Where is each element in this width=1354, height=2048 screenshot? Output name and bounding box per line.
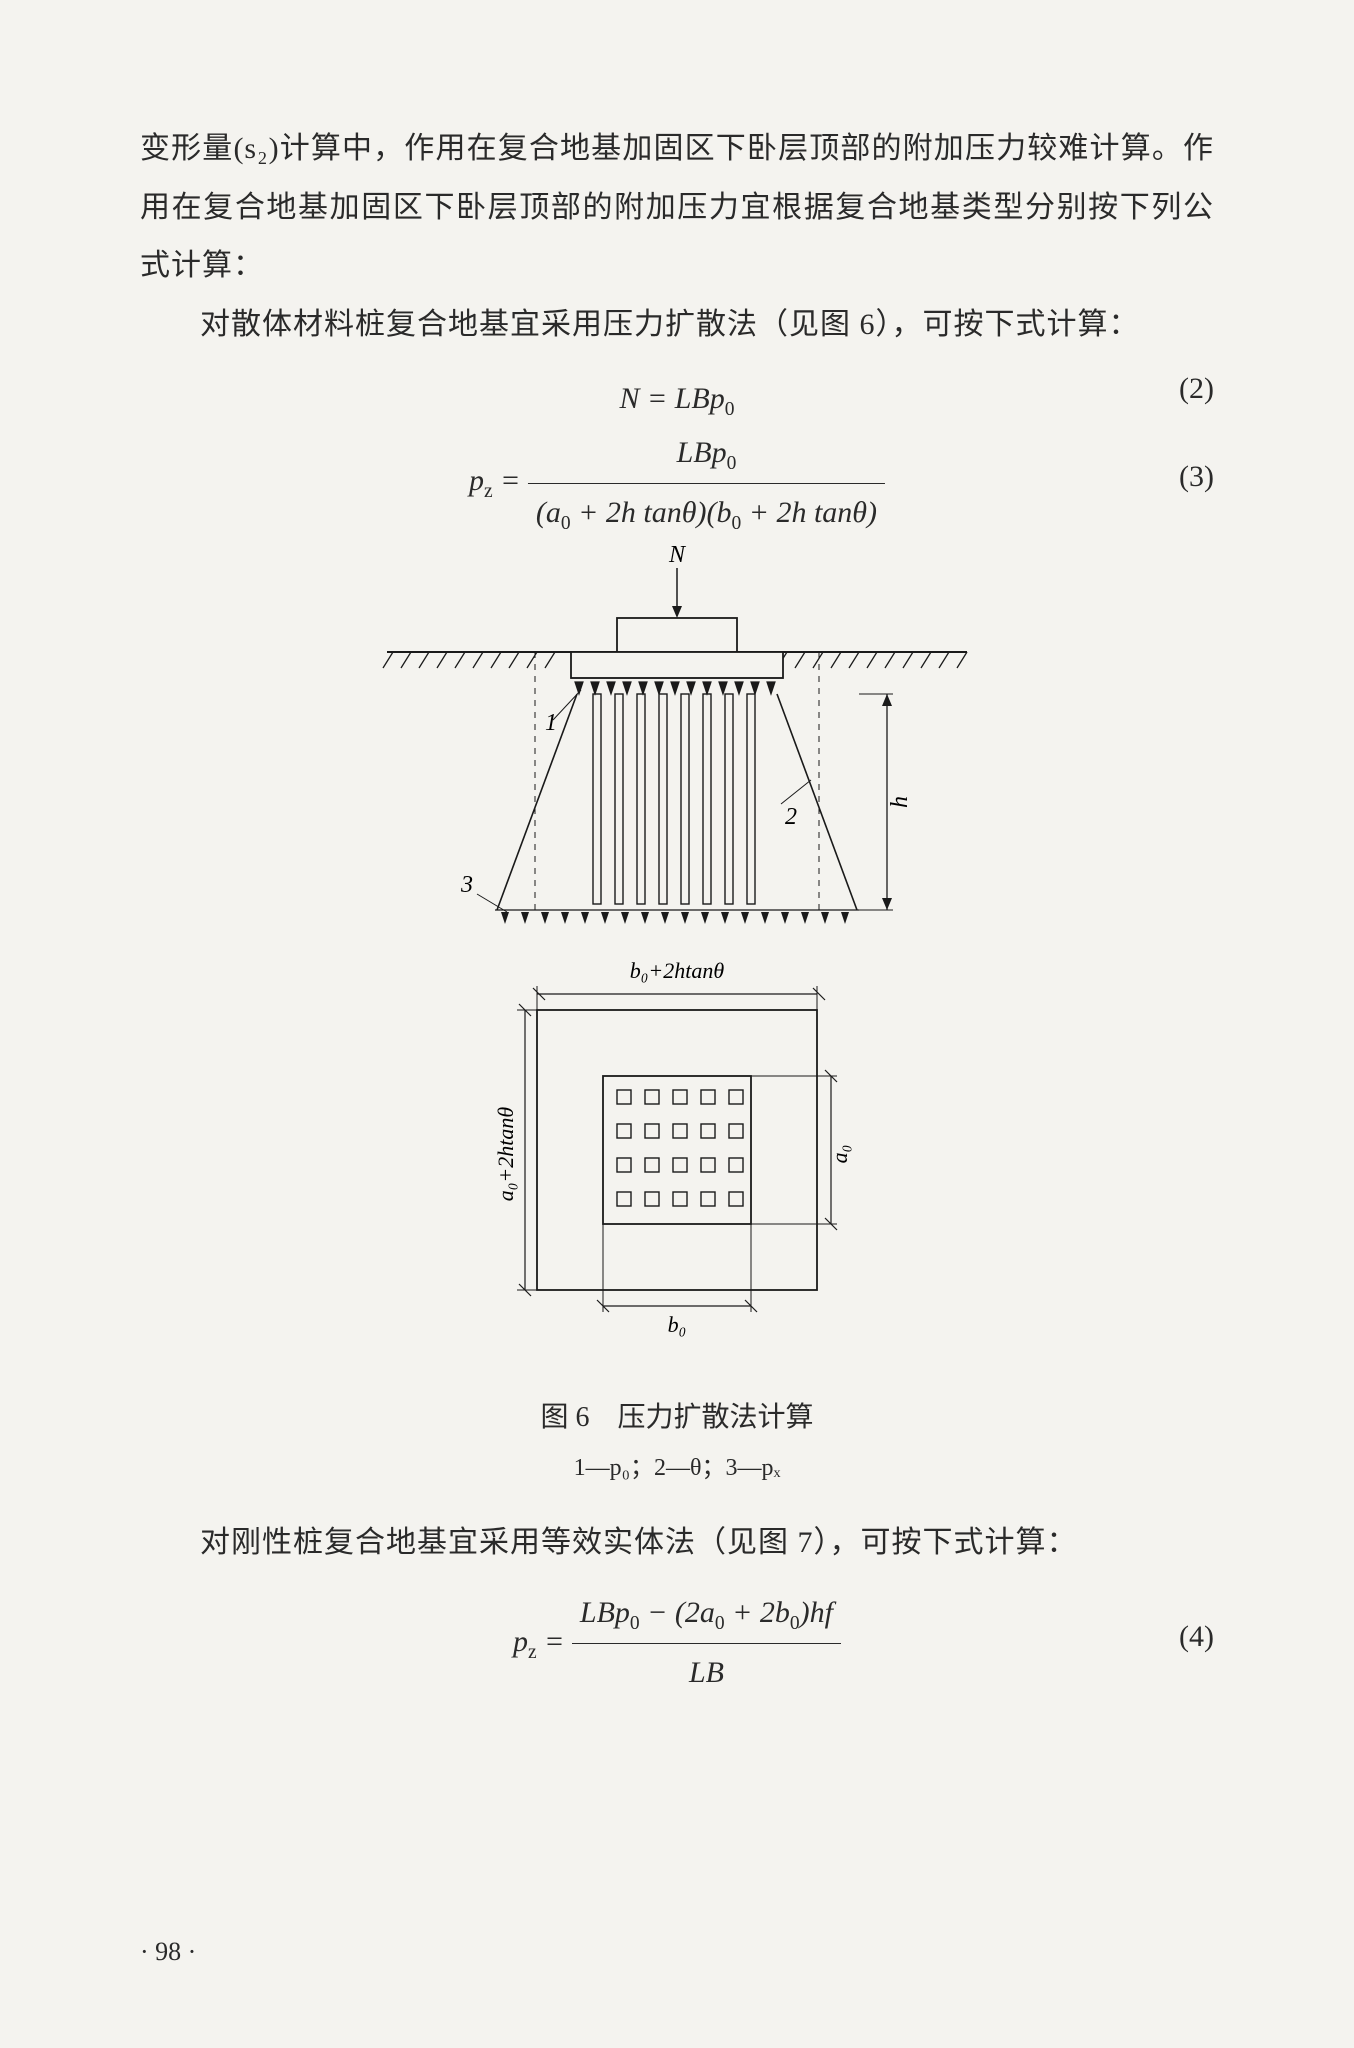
piles — [593, 694, 755, 904]
pile-grid — [617, 1090, 743, 1206]
figure-6-plan: b₀+2htanθ — [493, 958, 852, 1337]
equation-number-4: (4) — [1179, 1608, 1214, 1667]
callout-3: 3 — [460, 872, 473, 898]
equation-2: N = LBp0 (2) — [140, 360, 1214, 414]
figure-6-subcaption: 1—p₀；2—θ；3—pₓ — [140, 1445, 1214, 1492]
label-N: N — [668, 542, 687, 568]
figure-6-caption: 图 6 压力扩散法计算 — [140, 1391, 1214, 1446]
footing-spread — [571, 652, 783, 678]
figure-6-svg: N — [367, 534, 987, 1364]
footing-upper — [617, 618, 737, 652]
page: 变形量(s₂)计算中，作用在复合地基加固区下卧层顶部的附加压力较难计算。作用在复… — [0, 0, 1354, 2048]
plan-label-left: a₀+2htanθ — [493, 1107, 518, 1202]
paragraph-3: 对刚性桩复合地基宜采用等效实体法（见图 7），可按下式计算： — [140, 1514, 1214, 1573]
figure-6: N — [140, 534, 1214, 1492]
equation-number-3: (3) — [1179, 448, 1214, 507]
figure-6-elevation: N — [383, 542, 967, 924]
ground-hatch-left — [383, 652, 555, 668]
equation-4: pz = LBp0 − (2a0 + 2b0)hf LB (4) — [140, 1578, 1214, 1678]
plan-label-top: b₀+2htanθ — [630, 958, 725, 983]
load-arrows-pz — [501, 912, 849, 924]
load-arrows-p0 — [571, 678, 783, 694]
callout-2: 2 — [785, 804, 797, 830]
ground-hatch-right — [777, 652, 967, 668]
equation-3: pz = LBp0 (a0 + 2h tanθ)(b0 + 2h tanθ) (… — [140, 420, 1214, 510]
label-h: h — [887, 796, 913, 808]
equation-number-2: (2) — [1179, 360, 1214, 419]
page-number: · 98 · — [140, 1927, 196, 1978]
plan-label-bottom: b₀ — [668, 1312, 687, 1337]
paragraph-2: 对散体材料桩复合地基宜采用压力扩散法（见图 6），可按下式计算： — [140, 296, 1214, 355]
paragraph-1: 变形量(s₂)计算中，作用在复合地基加固区下卧层顶部的附加压力较难计算。作用在复… — [140, 120, 1214, 296]
callout-1: 1 — [545, 710, 557, 736]
